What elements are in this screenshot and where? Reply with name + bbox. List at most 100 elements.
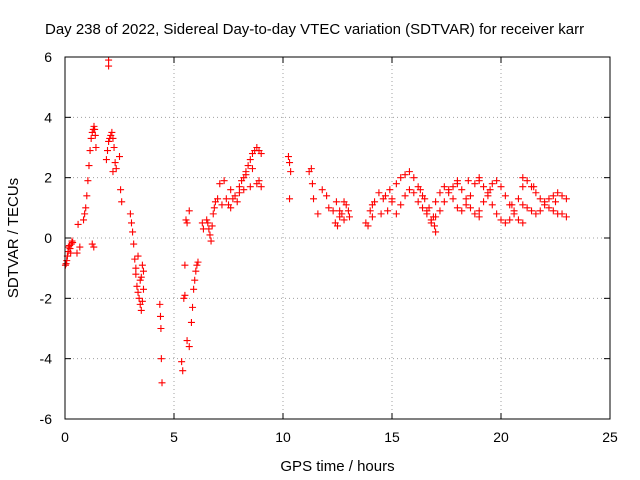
data-point	[523, 204, 531, 212]
data-point	[67, 240, 75, 248]
data-point	[62, 260, 70, 268]
x-tick-label: 10	[275, 429, 291, 445]
y-axis-label: SDTVAR / TECUs	[5, 178, 22, 298]
data-point	[80, 216, 88, 224]
data-point	[549, 207, 557, 215]
data-point	[134, 252, 142, 260]
data-point	[157, 325, 165, 332]
data-point	[181, 261, 189, 269]
data-point	[156, 300, 164, 308]
data-point	[208, 222, 216, 230]
data-point	[432, 198, 440, 206]
data-point	[329, 207, 337, 215]
data-point	[514, 195, 522, 203]
data-point	[475, 213, 483, 221]
data-points	[61, 56, 570, 387]
data-point	[401, 192, 409, 200]
data-point	[384, 207, 392, 215]
data-point	[519, 201, 527, 209]
data-point	[431, 222, 439, 230]
data-point	[323, 192, 331, 200]
data-point	[111, 159, 119, 167]
data-point	[307, 165, 315, 173]
data-point	[325, 204, 333, 212]
data-point	[63, 257, 71, 265]
data-point	[187, 318, 195, 326]
data-point	[158, 379, 166, 387]
data-point	[466, 192, 474, 200]
data-point	[345, 213, 353, 221]
data-point	[464, 177, 472, 185]
data-point	[475, 177, 483, 185]
data-point	[204, 219, 212, 227]
data-point	[340, 216, 348, 224]
data-point	[216, 180, 224, 188]
y-tick-label: -4	[40, 351, 53, 367]
data-point	[436, 207, 444, 215]
data-point	[475, 207, 483, 215]
data-point	[488, 180, 496, 188]
data-point	[132, 270, 140, 278]
data-point	[220, 177, 228, 185]
data-point	[242, 171, 250, 179]
data-point	[449, 195, 457, 203]
data-point	[432, 228, 440, 236]
data-point	[127, 219, 135, 227]
data-point	[552, 198, 559, 206]
data-point	[203, 216, 211, 224]
data-point	[76, 243, 84, 251]
data-point	[116, 153, 123, 161]
data-point	[536, 207, 544, 215]
data-point	[183, 219, 191, 227]
data-point	[190, 285, 198, 293]
data-point	[523, 177, 531, 185]
data-point	[209, 210, 217, 218]
data-point	[392, 180, 400, 188]
data-point	[257, 150, 265, 158]
data-point	[440, 183, 448, 191]
data-point	[222, 195, 230, 203]
data-point	[486, 186, 494, 194]
y-tick-label: 2	[44, 170, 52, 186]
data-point	[501, 192, 509, 200]
data-point	[562, 213, 570, 221]
data-point	[191, 276, 199, 284]
data-point	[156, 312, 164, 320]
data-point	[210, 204, 218, 212]
data-point	[105, 62, 113, 70]
data-point	[519, 219, 527, 227]
data-point	[388, 195, 396, 203]
data-point	[397, 201, 405, 209]
data-point	[137, 273, 145, 281]
data-point	[545, 204, 553, 212]
data-point	[545, 195, 553, 203]
data-point	[137, 306, 145, 314]
data-point	[138, 297, 146, 305]
data-point	[185, 207, 193, 215]
data-point	[340, 198, 348, 206]
data-point	[286, 159, 294, 167]
data-point	[138, 261, 146, 269]
data-point	[84, 177, 92, 185]
data-point	[480, 183, 488, 191]
data-point	[131, 255, 139, 263]
data-point	[287, 168, 295, 176]
data-point	[392, 210, 400, 218]
data-point	[401, 171, 409, 179]
chart-title: Day 238 of 2022, Sidereal Day-to-day VTE…	[45, 21, 584, 38]
data-point	[110, 144, 118, 151]
data-point	[139, 267, 147, 275]
data-point	[109, 168, 117, 176]
data-point	[445, 189, 453, 197]
data-point	[453, 177, 461, 185]
data-point	[318, 186, 326, 194]
data-point	[419, 204, 427, 212]
data-point	[532, 210, 540, 218]
data-point	[91, 125, 99, 133]
data-point	[117, 186, 125, 194]
data-point	[218, 201, 226, 209]
data-point	[554, 189, 562, 197]
data-point	[105, 137, 113, 145]
data-point	[377, 210, 385, 218]
